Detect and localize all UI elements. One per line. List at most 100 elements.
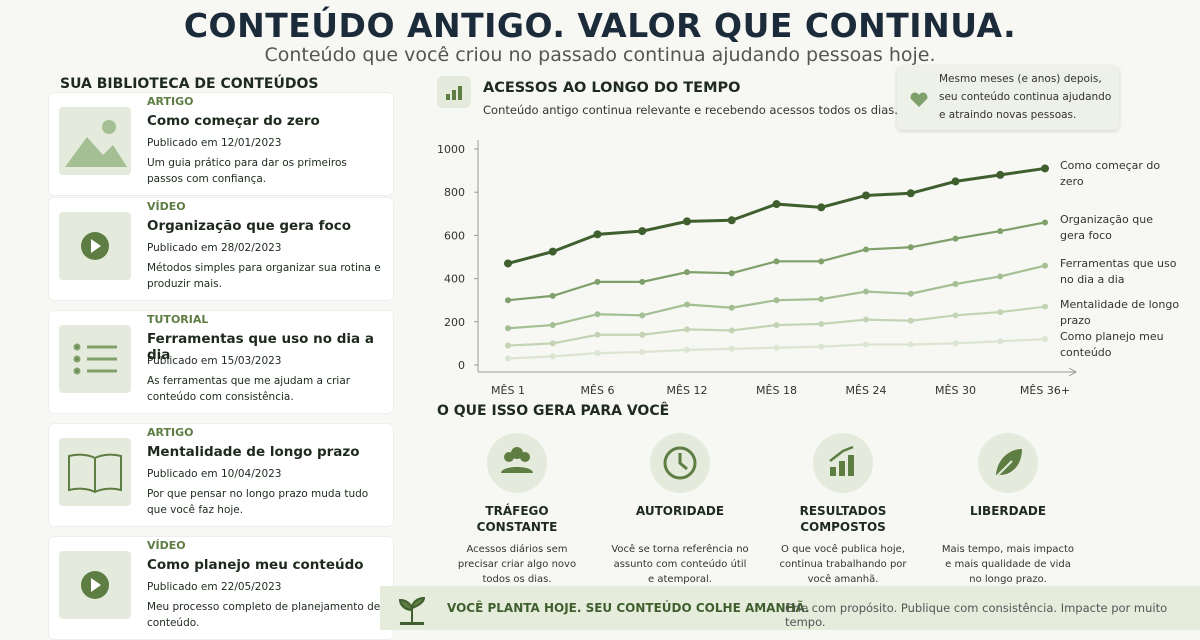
data-point xyxy=(818,258,825,265)
data-point xyxy=(952,235,959,242)
card-date: Publicado em 12/01/2023 xyxy=(147,137,282,149)
data-point xyxy=(997,273,1004,280)
data-point xyxy=(907,290,914,297)
data-point xyxy=(549,322,556,329)
legend-label: Organização que gera foco xyxy=(1060,213,1153,243)
data-point xyxy=(594,350,601,357)
card-type: ARTIGO xyxy=(147,426,194,439)
card-date: Publicado em 10/04/2023 xyxy=(147,468,282,480)
card-title: Mentalidade de longo prazo xyxy=(147,444,360,460)
x-tick-label: MÊS 12 xyxy=(667,384,708,397)
benefits-title: O QUE ISSO GERA PARA VOCÊ xyxy=(437,403,670,419)
chart-subtitle: Conteúdo antigo continua relevante e rec… xyxy=(483,103,898,117)
card-date: Publicado em 28/02/2023 xyxy=(147,242,282,254)
subtitle: Conteúdo que você criou no passado conti… xyxy=(264,44,936,66)
data-point xyxy=(773,322,780,329)
data-point xyxy=(818,296,825,303)
card-description: As ferramentas que me ajudam a criar con… xyxy=(147,375,351,403)
footer-tagline: Crie com propósito. Publique com consist… xyxy=(785,601,1168,629)
data-point xyxy=(639,278,646,285)
data-point xyxy=(906,189,915,198)
data-point xyxy=(548,247,557,256)
content-card: ARTIGO Como começar do zero Publicado em 1… xyxy=(48,92,394,196)
data-point xyxy=(727,216,736,225)
data-point xyxy=(728,327,735,334)
data-point xyxy=(863,246,869,253)
card-image xyxy=(59,107,131,175)
data-point xyxy=(773,258,780,265)
data-point xyxy=(907,317,914,324)
card-image xyxy=(59,212,131,280)
legend-label: Mentalidade de longo prazo xyxy=(1060,297,1180,327)
data-point xyxy=(1042,336,1048,343)
data-point xyxy=(505,325,511,332)
data-point xyxy=(817,203,826,212)
data-point xyxy=(907,341,914,348)
card-description: Métodos simples para organizar sua rotin… xyxy=(147,262,381,290)
card-type: ARTIGO xyxy=(147,95,194,108)
data-point xyxy=(862,191,870,200)
data-point xyxy=(639,312,646,319)
data-point xyxy=(996,170,1005,179)
benefit-text: Acessos diários sem precisar criar algo … xyxy=(457,544,577,585)
legend-label: Como planejo meu conteúdo xyxy=(1060,330,1164,360)
content-card: VÍDEO Como planejo meu conteúdo Publicado … xyxy=(48,536,394,640)
card-description: Um guia prático para dar os primeiros pa… xyxy=(147,157,347,185)
card-image xyxy=(59,325,131,393)
data-point xyxy=(773,297,780,304)
data-point xyxy=(863,288,869,295)
data-point xyxy=(907,244,914,251)
card-title: Ferramentas que uso no dia a dia xyxy=(147,331,374,363)
y-tick-label: 600 xyxy=(444,229,465,242)
card-image xyxy=(59,438,131,506)
card-description: Por que pensar no longo prazo muda tudo … xyxy=(147,488,369,516)
data-point xyxy=(549,353,556,360)
data-point xyxy=(683,217,691,226)
card-type: VÍDEO xyxy=(147,539,186,552)
content-card: VÍDEO Organização que gera foco Publicado … xyxy=(48,197,394,301)
card-date: Publicado em 22/05/2023 xyxy=(147,581,282,593)
x-tick-label: MÊS 18 xyxy=(756,384,797,397)
data-point xyxy=(728,270,735,277)
data-point xyxy=(952,281,959,287)
data-point xyxy=(1042,303,1048,310)
benefit-icon xyxy=(812,432,874,498)
chart-title: ACESSOS AO LONGO DO TEMPO xyxy=(483,80,741,96)
y-tick-label: 1000 xyxy=(437,143,465,156)
x-arrow xyxy=(1068,367,1078,377)
data-point xyxy=(594,278,601,285)
library-title: SUA BIBLIOTECA DE CONTEÚDOS xyxy=(60,76,319,92)
x-tick-label: MÊS 36+ xyxy=(1020,384,1070,397)
x-tick-label: MÊS 24 xyxy=(846,384,887,397)
data-point xyxy=(728,304,735,311)
data-point xyxy=(638,227,647,236)
data-point xyxy=(594,311,601,318)
data-point xyxy=(997,309,1004,316)
data-point xyxy=(684,346,690,353)
data-point xyxy=(1042,262,1048,269)
footer-headline: VOCÊ PLANTA HOJE. SEU CONTEÚDO COLHE AMA… xyxy=(447,601,810,615)
data-point xyxy=(773,344,780,351)
data-point xyxy=(818,320,825,327)
benefit-text: Você se torna referência no assunto com … xyxy=(611,544,749,585)
benefit-icon xyxy=(977,432,1039,498)
data-point xyxy=(951,177,960,186)
benefit-icon xyxy=(486,432,548,498)
data-point xyxy=(639,331,646,338)
data-point xyxy=(549,292,556,299)
data-point xyxy=(594,331,601,338)
card-description: Meu processo completo de planejamento de… xyxy=(147,601,381,629)
benefit-title: RESULTADOS COMPOSTOS xyxy=(799,504,887,534)
card-title: Como começar do zero xyxy=(147,113,320,129)
data-point xyxy=(505,342,511,349)
benefit-text: Mais tempo, mais impacto e mais qualidad… xyxy=(941,544,1075,585)
data-point xyxy=(505,355,511,362)
benefit-title: TRÁFEGO CONSTANTE xyxy=(476,504,558,534)
card-image xyxy=(59,551,131,619)
x-tick-label: MÊS 30 xyxy=(935,384,976,397)
title: CONTEÚDO ANTIGO. VALOR QUE CONTINUA. xyxy=(183,6,1017,45)
card-title: Como planejo meu conteúdo xyxy=(147,557,364,573)
data-point xyxy=(772,200,781,209)
